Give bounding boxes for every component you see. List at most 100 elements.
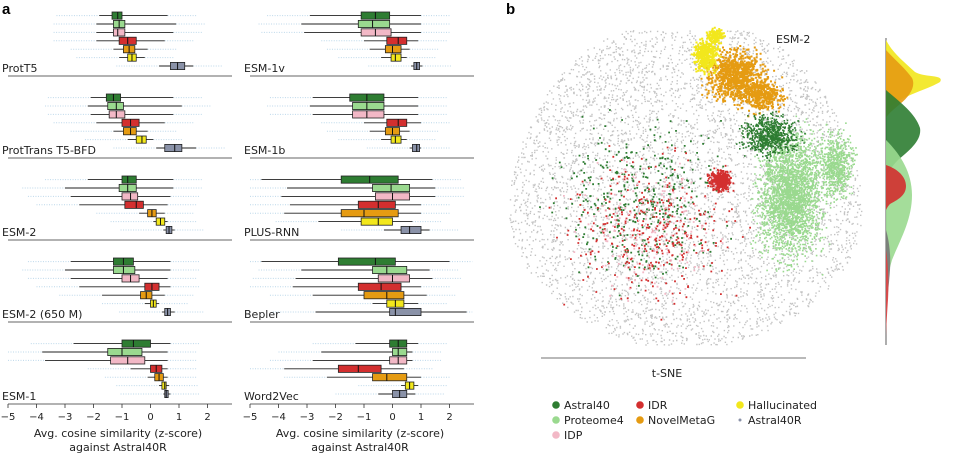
tsne-points-idr-cluster [706, 167, 735, 194]
model-label: Bepler [244, 308, 280, 321]
box-astral40r [412, 143, 420, 152]
tsne-points-astral40-core [735, 110, 806, 162]
legend-item-idp: IDP [552, 429, 583, 442]
box-proteome4 [372, 265, 408, 274]
x-tick-label: −5 [1, 412, 16, 423]
x-tick-label: −3 [58, 412, 73, 423]
x-tick-label: −4 [271, 412, 286, 423]
x-tick-label: 2 [446, 412, 452, 423]
x-tick-label: −1 [115, 412, 130, 423]
box-novelmetag [372, 373, 408, 382]
box-astral40 [111, 11, 123, 20]
box-hallucinated [390, 53, 402, 62]
x-tick-label: 2 [204, 412, 210, 423]
box-idr [357, 200, 396, 209]
legend-marker [636, 416, 644, 424]
panel-a-boxplots: ProtT5 ProtTrans T5-BFD ESM-2 ESM-2 (650 M)… [1, 11, 474, 454]
boxplot-prott5: ProtT5 [2, 11, 232, 77]
box-astral40r [400, 225, 422, 234]
x-axis-title: Avg. cosine similarity (z-score) [34, 427, 202, 440]
tsne-point-cloud [509, 26, 863, 346]
tsne-points-novelmetag-core [734, 76, 789, 118]
legend-label: IDP [564, 429, 583, 442]
legend-marker [552, 401, 560, 409]
legend-marker [552, 431, 560, 439]
box-idr [386, 36, 408, 45]
model-label: PLUS-RNN [244, 226, 299, 239]
x-tick-label: −2 [86, 412, 101, 423]
tsne-points-proteome4-edge [811, 122, 858, 205]
box-novelmetag [384, 45, 402, 54]
boxplot-prottrans-t5-bfd: ProtTrans T5-BFD [2, 93, 232, 159]
legend-item-proteome4: Proteome4 [552, 414, 624, 427]
model-label: Word2Vec [244, 390, 299, 403]
model-label: ProtTrans T5-BFD [2, 144, 96, 157]
boxplot-esm-1v: ESM-1v [244, 11, 474, 77]
tsne-points-astral40-scatter [539, 109, 732, 297]
box-hallucinated [161, 381, 167, 390]
panel-b-letter: b [506, 1, 515, 18]
tsne-xlabel: t-SNE [652, 367, 682, 380]
box-idr [386, 118, 408, 127]
box-novelmetag [340, 209, 399, 218]
legend-item-astral40r: Astral40R [738, 414, 802, 427]
model-label: ESM-2 [2, 226, 36, 239]
legend-item-astral40: Astral40 [552, 399, 610, 412]
box-astral40r [389, 307, 422, 316]
box-idr [357, 282, 402, 291]
legend-label: Astral40 [564, 399, 610, 412]
legend-marker [552, 416, 560, 424]
model-label: ProtT5 [2, 62, 37, 75]
x-tick-label: −5 [243, 412, 258, 423]
box-astral40r [164, 143, 183, 152]
box-astral40 [121, 339, 151, 348]
box-proteome4 [357, 19, 391, 28]
legend-label: Astral40R [748, 414, 802, 427]
boxplot-esm-2: ESM-2 [2, 175, 232, 241]
model-label: ESM-1 [2, 390, 36, 403]
density-idp [886, 250, 889, 340]
tsne-points-hallucinated-top [705, 26, 726, 45]
box-idp [377, 274, 411, 283]
box-idp [108, 110, 126, 119]
x-tick-label: −1 [357, 412, 372, 423]
legend-marker [636, 401, 644, 409]
tsne-points-hallucinated [690, 34, 722, 76]
box-idr [124, 200, 144, 209]
box-idr [337, 364, 382, 373]
model-label: ESM-1b [244, 144, 285, 157]
box-hallucinated [360, 217, 393, 226]
box-astral40 [337, 257, 396, 266]
box-idp [113, 28, 126, 37]
box-proteome4 [113, 265, 136, 274]
boxplot-esm-2-650-m-: ESM-2 (650 M) [2, 257, 232, 323]
density-idr [886, 165, 906, 210]
panel-b-tsne: ESM-2 t-SNE Astral40 IDR Hallucinated Prote… [509, 26, 941, 442]
box-idp [121, 192, 139, 201]
model-label: ESM-2 (650 M) [2, 308, 82, 321]
x-tick-label: 0 [389, 412, 395, 423]
box-proteome4 [352, 102, 385, 111]
legend-item-hallucinated: Hallucinated [736, 399, 817, 412]
box-hallucinated [390, 135, 402, 144]
box-idp [360, 28, 392, 37]
legend-label: NovelMetaG [648, 414, 715, 427]
x-tick-label: −3 [300, 412, 315, 423]
legend-item-novelmetag: NovelMetaG [636, 414, 715, 427]
legend-marker [736, 401, 744, 409]
x-axis-title: Avg. cosine similarity (z-score) [276, 427, 444, 440]
box-hallucinated [135, 135, 147, 144]
density-ridge-panel [885, 38, 941, 345]
x-tick-label: −4 [29, 412, 44, 423]
legend-label: IDR [648, 399, 668, 412]
box-astral40 [121, 175, 137, 184]
model-label: ESM-1v [244, 62, 285, 75]
x-axis-subtitle: against Astral40R [311, 441, 409, 454]
box-proteome4 [107, 347, 143, 356]
tsne-title: ESM-2 [776, 33, 810, 46]
box-idp [352, 110, 385, 119]
tsne-legend: Astral40 IDR Hallucinated Proteome4 NovelMet… [552, 399, 817, 442]
